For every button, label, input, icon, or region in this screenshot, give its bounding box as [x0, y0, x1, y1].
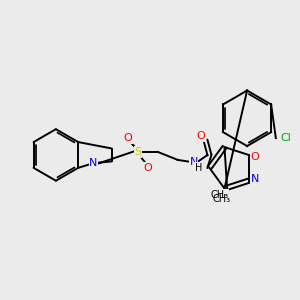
Text: H: H	[195, 163, 202, 173]
Text: O: O	[144, 163, 152, 173]
Text: O: O	[124, 133, 133, 143]
Text: S: S	[134, 147, 142, 157]
Text: CH₃: CH₃	[212, 194, 230, 203]
Text: N: N	[89, 158, 98, 168]
Text: Cl: Cl	[280, 133, 291, 143]
Text: N: N	[250, 174, 259, 184]
Text: CH₃: CH₃	[210, 190, 228, 200]
Text: N: N	[189, 157, 198, 167]
Text: O: O	[250, 152, 259, 162]
Text: O: O	[196, 131, 205, 141]
